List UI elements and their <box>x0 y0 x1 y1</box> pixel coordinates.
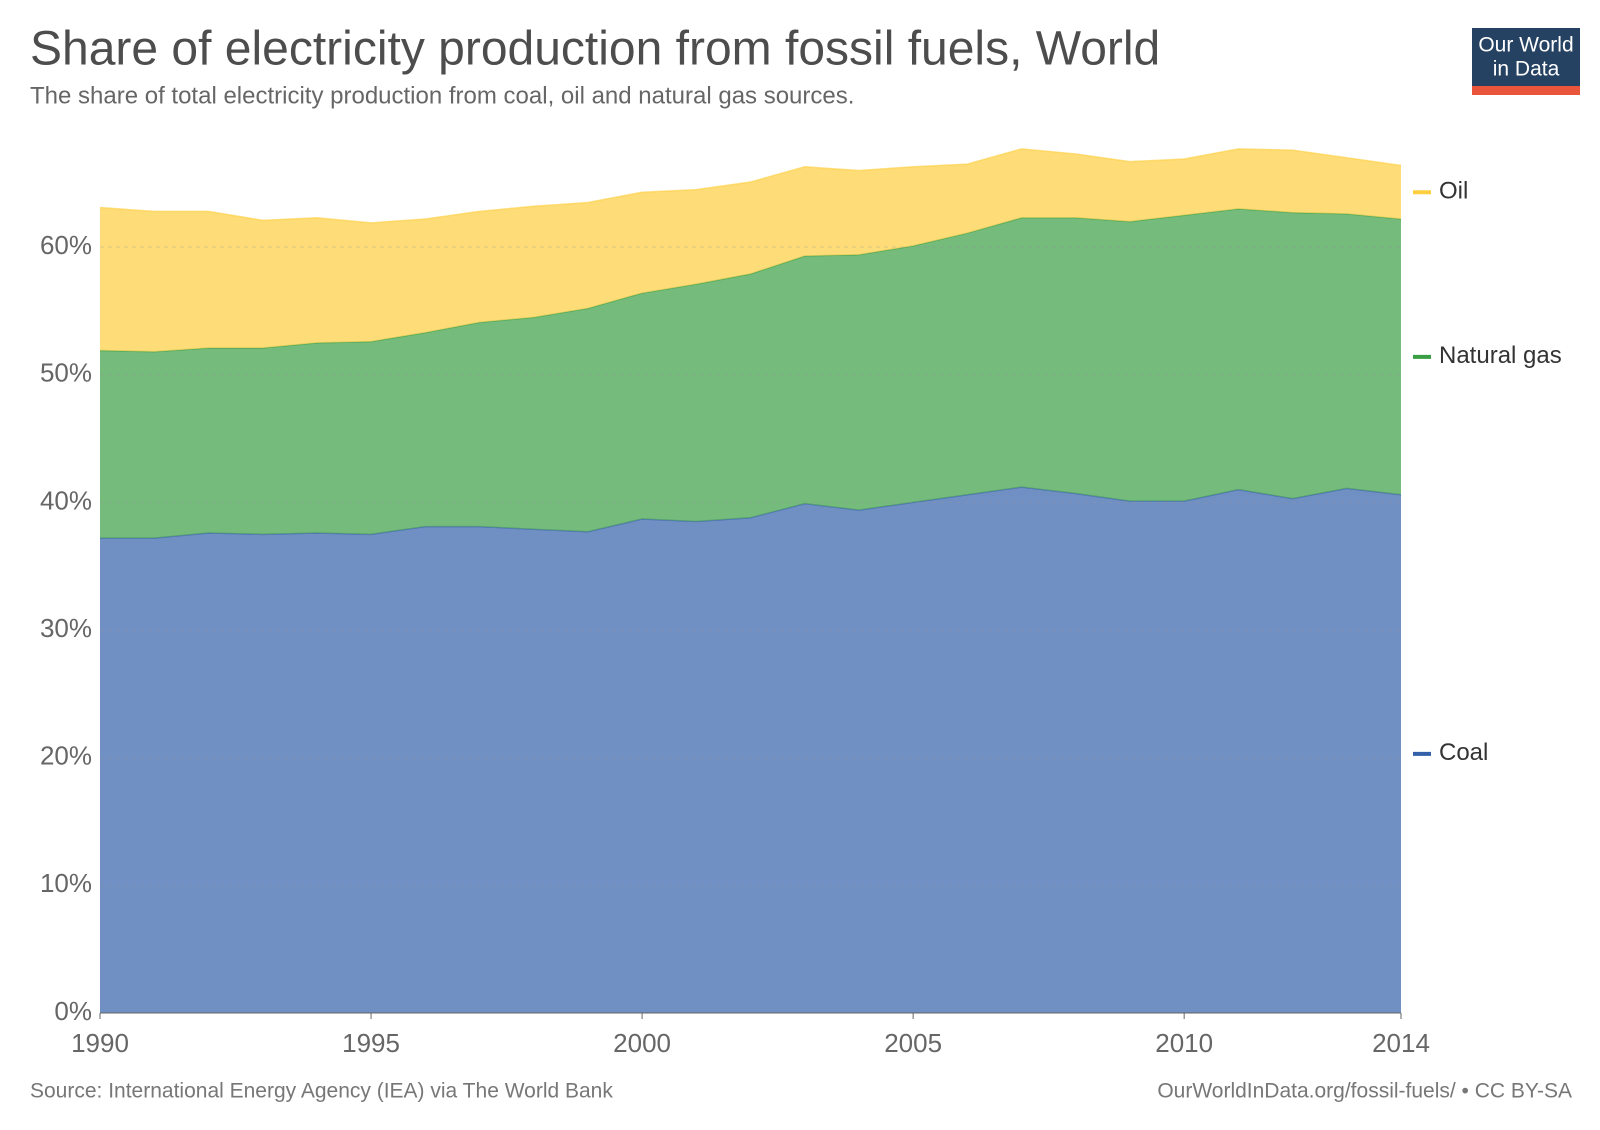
x-tick-label: 2000 <box>613 1028 671 1058</box>
y-tick-label: 60% <box>40 230 92 260</box>
source-note: Source: International Energy Agency (IEA… <box>30 1080 613 1103</box>
x-tick-label: 2005 <box>884 1028 942 1058</box>
y-tick-label: 30% <box>40 613 92 643</box>
chart-title: Share of electricity production from fos… <box>30 23 1160 76</box>
logo-text: in Data <box>1493 58 1560 81</box>
area <box>100 487 1401 1013</box>
y-tick-label: 50% <box>40 358 92 388</box>
x-tick-label: 2010 <box>1155 1028 1213 1058</box>
credit-note: OurWorldInData.org/fossil-fuels/ • CC BY… <box>1157 1080 1572 1103</box>
x-tick-label: 1995 <box>342 1028 400 1058</box>
legend-label: Coal <box>1439 739 1488 766</box>
area-edge <box>99 148 1402 224</box>
x-tick-label: 2014 <box>1372 1028 1430 1058</box>
logo: Our World in Data <box>1472 28 1580 95</box>
area <box>100 208 1401 539</box>
y-tick-label: 10% <box>40 868 92 898</box>
logo-box <box>1472 28 1580 86</box>
legend-label: Oil <box>1439 178 1468 205</box>
y-tick-label: 20% <box>40 741 92 771</box>
y-tick-label: 40% <box>40 485 92 515</box>
area-edge <box>99 208 1402 353</box>
logo-text: Our World <box>1478 34 1573 57</box>
x-tick-label: 1990 <box>71 1028 129 1058</box>
chart-subtitle: The share of total electricity productio… <box>30 82 854 109</box>
legend-label: Natural gas <box>1439 342 1562 369</box>
logo-bar <box>1472 86 1580 95</box>
y-tick-label: 0% <box>54 996 92 1026</box>
area <box>100 148 1401 352</box>
